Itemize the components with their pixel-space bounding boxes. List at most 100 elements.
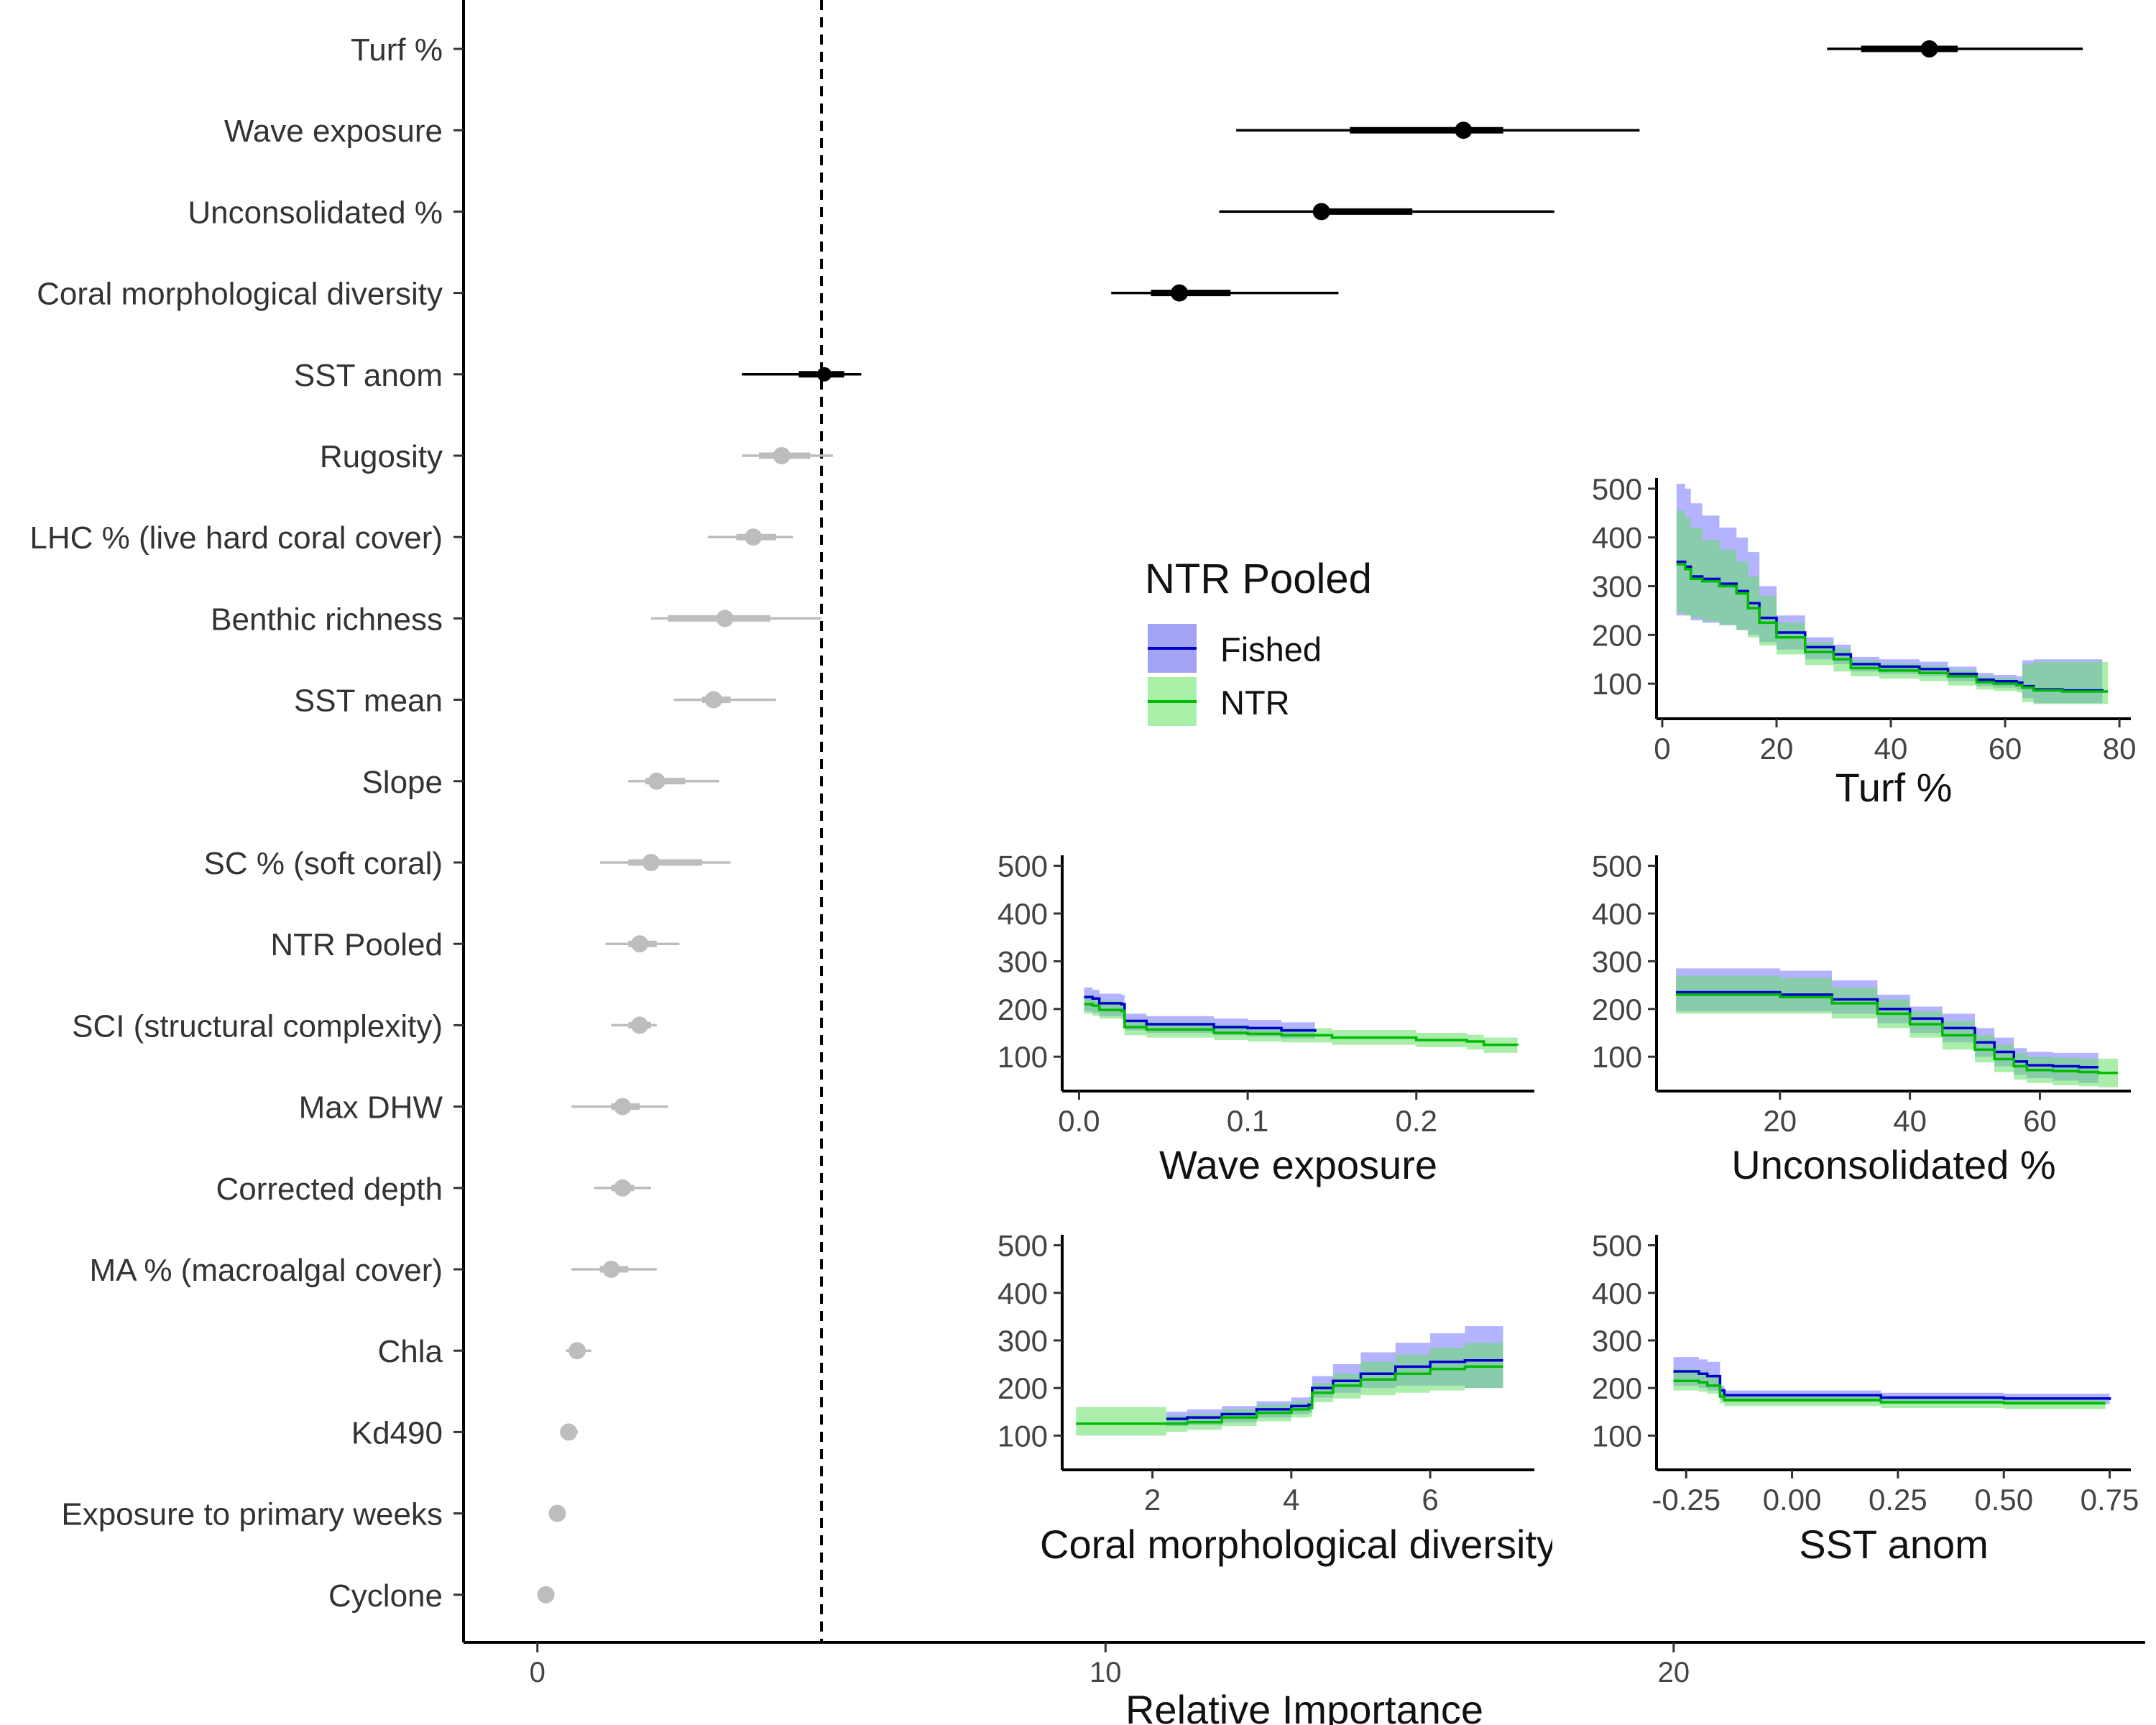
predictor-label: NTR Pooled	[270, 927, 443, 962]
line-ntr	[1676, 563, 2109, 693]
point-estimate	[704, 691, 722, 709]
pdp-x-tick-label: 0.50	[1974, 1483, 2033, 1517]
pdp-y-tick-label: 200	[1592, 993, 1642, 1026]
ribbon-fished	[1673, 1357, 2110, 1405]
pdp-x-axis-title: Wave exposure	[1159, 1142, 1437, 1187]
pdp-x-tick-label: 0.0	[1058, 1104, 1100, 1138]
predictor-label: Corrected depth	[216, 1172, 443, 1207]
line-fished	[1676, 990, 2099, 1069]
line-fished	[1084, 995, 1317, 1032]
predictor-label: Wave exposure	[224, 114, 443, 149]
point-estimate	[631, 1016, 649, 1034]
pdp-x-tick-label: 20	[1760, 732, 1794, 765]
pdp-x-tick-label: 40	[1893, 1104, 1927, 1138]
point-estimate	[1920, 40, 1938, 58]
predictor-label: Chla	[378, 1334, 443, 1369]
predictor-label: SCI (structural complexity)	[72, 1008, 443, 1044]
pdp-y-tick-label: 200	[998, 993, 1048, 1026]
pdp-x-tick-label: 6	[1422, 1483, 1438, 1517]
pdp-y-tick-label: 200	[1592, 1371, 1642, 1405]
pdp-panel-1: 100 200 300 400 500 0 20 40 60 80 Turf %	[1592, 472, 2137, 810]
pdp-x-tick-label: 80	[2103, 732, 2137, 765]
point-estimate	[614, 1098, 632, 1116]
line-fished	[1673, 1370, 2111, 1400]
pdp-y-tick-label: 200	[998, 1371, 1048, 1405]
predictor-label: Slope	[361, 765, 443, 800]
point-estimate	[568, 1342, 586, 1360]
point-estimate	[614, 1179, 632, 1197]
predictor-label: MA % (macroalgal cover)	[90, 1253, 443, 1288]
predictor-label: Coral morphological diversity	[37, 277, 443, 312]
pdp-y-tick-label: 100	[998, 1040, 1048, 1074]
point-estimate	[648, 772, 665, 790]
pdp-x-tick-label: 0.75	[2081, 1483, 2139, 1517]
pdp-panel-5: 100 200 300 400 500 -0.25 0.00 0.25 0.50 0.75 SST …	[1592, 1229, 2139, 1567]
point-estimate	[537, 1586, 555, 1604]
pdp-y-tick-label: 200	[1592, 618, 1642, 652]
pdp-y-tick-label: 400	[998, 1276, 1048, 1310]
line-ntr	[1673, 1379, 2106, 1405]
predictor-label: Max DHW	[299, 1090, 443, 1126]
pdp-x-tick-label: 0.25	[1869, 1483, 1927, 1517]
pdp-y-tick-label: 300	[1592, 944, 1642, 978]
point-estimate	[1312, 203, 1330, 221]
pdp-y-tick-label: 500	[1592, 472, 1642, 506]
predictor-label: Cyclone	[328, 1578, 443, 1614]
predictor-label: Turf %	[351, 32, 443, 68]
pdp-panel-3: 100 200 300 400 500 20 40 60 Unconsolidated %	[1592, 850, 2131, 1187]
pdp-y-tick-label: 500	[998, 1229, 1048, 1263]
pdp-y-tick-label: 100	[998, 1419, 1048, 1453]
line-ntr	[1676, 993, 2118, 1075]
point-estimate	[642, 854, 660, 871]
point-estimate	[1455, 121, 1473, 139]
pdp-panel-2: 100 200 300 400 500 0.0 0.1 0.2 Wave exposure	[998, 850, 1534, 1187]
pdp-panel-4: 100 200 300 400 500 2 4 6 Coral morphological di…	[998, 1229, 1557, 1567]
predictor-label: SST anom	[294, 358, 443, 393]
predictor-label: Exposure to primary weeks	[61, 1497, 443, 1532]
point-estimate	[560, 1423, 578, 1441]
pdp-x-tick-label: 60	[1989, 732, 2022, 765]
ribbon-ntr	[1084, 994, 1518, 1054]
pdp-y-tick-label: 300	[998, 944, 1048, 978]
point-estimate	[548, 1504, 566, 1522]
point-estimate	[631, 935, 649, 953]
pdp-y-tick-label: 300	[998, 1324, 1048, 1358]
pdp-y-tick-label: 500	[1592, 1229, 1642, 1263]
pdp-x-axis-title: Unconsolidated %	[1731, 1142, 2055, 1187]
ribbon-ntr	[1076, 1340, 1503, 1436]
line-ntr	[1076, 1365, 1503, 1425]
pdp-x-tick-label: 20	[1763, 1104, 1797, 1138]
pdp-x-tick-label: 0.1	[1227, 1104, 1268, 1138]
pdp-x-tick-label: 2	[1144, 1483, 1161, 1517]
pdp-y-tick-label: 500	[998, 850, 1048, 883]
point-estimate	[602, 1261, 620, 1278]
main-x-tick-label: 0	[530, 1657, 545, 1688]
predictor-label: LHC % (live hard coral cover)	[29, 520, 443, 556]
point-estimate	[745, 528, 763, 546]
pdp-y-tick-label: 300	[1592, 1324, 1642, 1358]
pdp-x-tick-label: 4	[1283, 1483, 1299, 1517]
pdp-x-tick-label: 0	[1654, 732, 1670, 765]
main-x-axis-title: Relative Importance	[1125, 1687, 1483, 1725]
main-x-tick-label: 20	[1658, 1657, 1690, 1688]
point-estimate	[716, 610, 734, 627]
pdp-y-tick-label: 400	[998, 897, 1048, 931]
point-estimate	[816, 367, 831, 382]
pdp-y-tick-label: 400	[1592, 897, 1642, 931]
pdp-y-tick-label: 300	[1592, 570, 1642, 604]
main-x-tick-label: 10	[1089, 1657, 1122, 1688]
pdp-x-tick-label: 0.00	[1763, 1483, 1822, 1517]
pdp-x-axis-title: SST anom	[1799, 1522, 1989, 1567]
line-ntr	[1084, 1003, 1519, 1046]
predictor-label: Benthic richness	[211, 602, 443, 637]
pdp-y-tick-label: 100	[1592, 1040, 1642, 1074]
predictor-label: SST mean	[294, 684, 443, 719]
pdp-y-tick-label: 100	[1592, 667, 1642, 701]
point-estimate	[1171, 284, 1189, 302]
predictor-label: Kd490	[351, 1415, 443, 1450]
pdp-x-axis-title: Coral morphological diversity	[1040, 1522, 1557, 1567]
pdp-y-tick-label: 100	[1592, 1419, 1642, 1453]
